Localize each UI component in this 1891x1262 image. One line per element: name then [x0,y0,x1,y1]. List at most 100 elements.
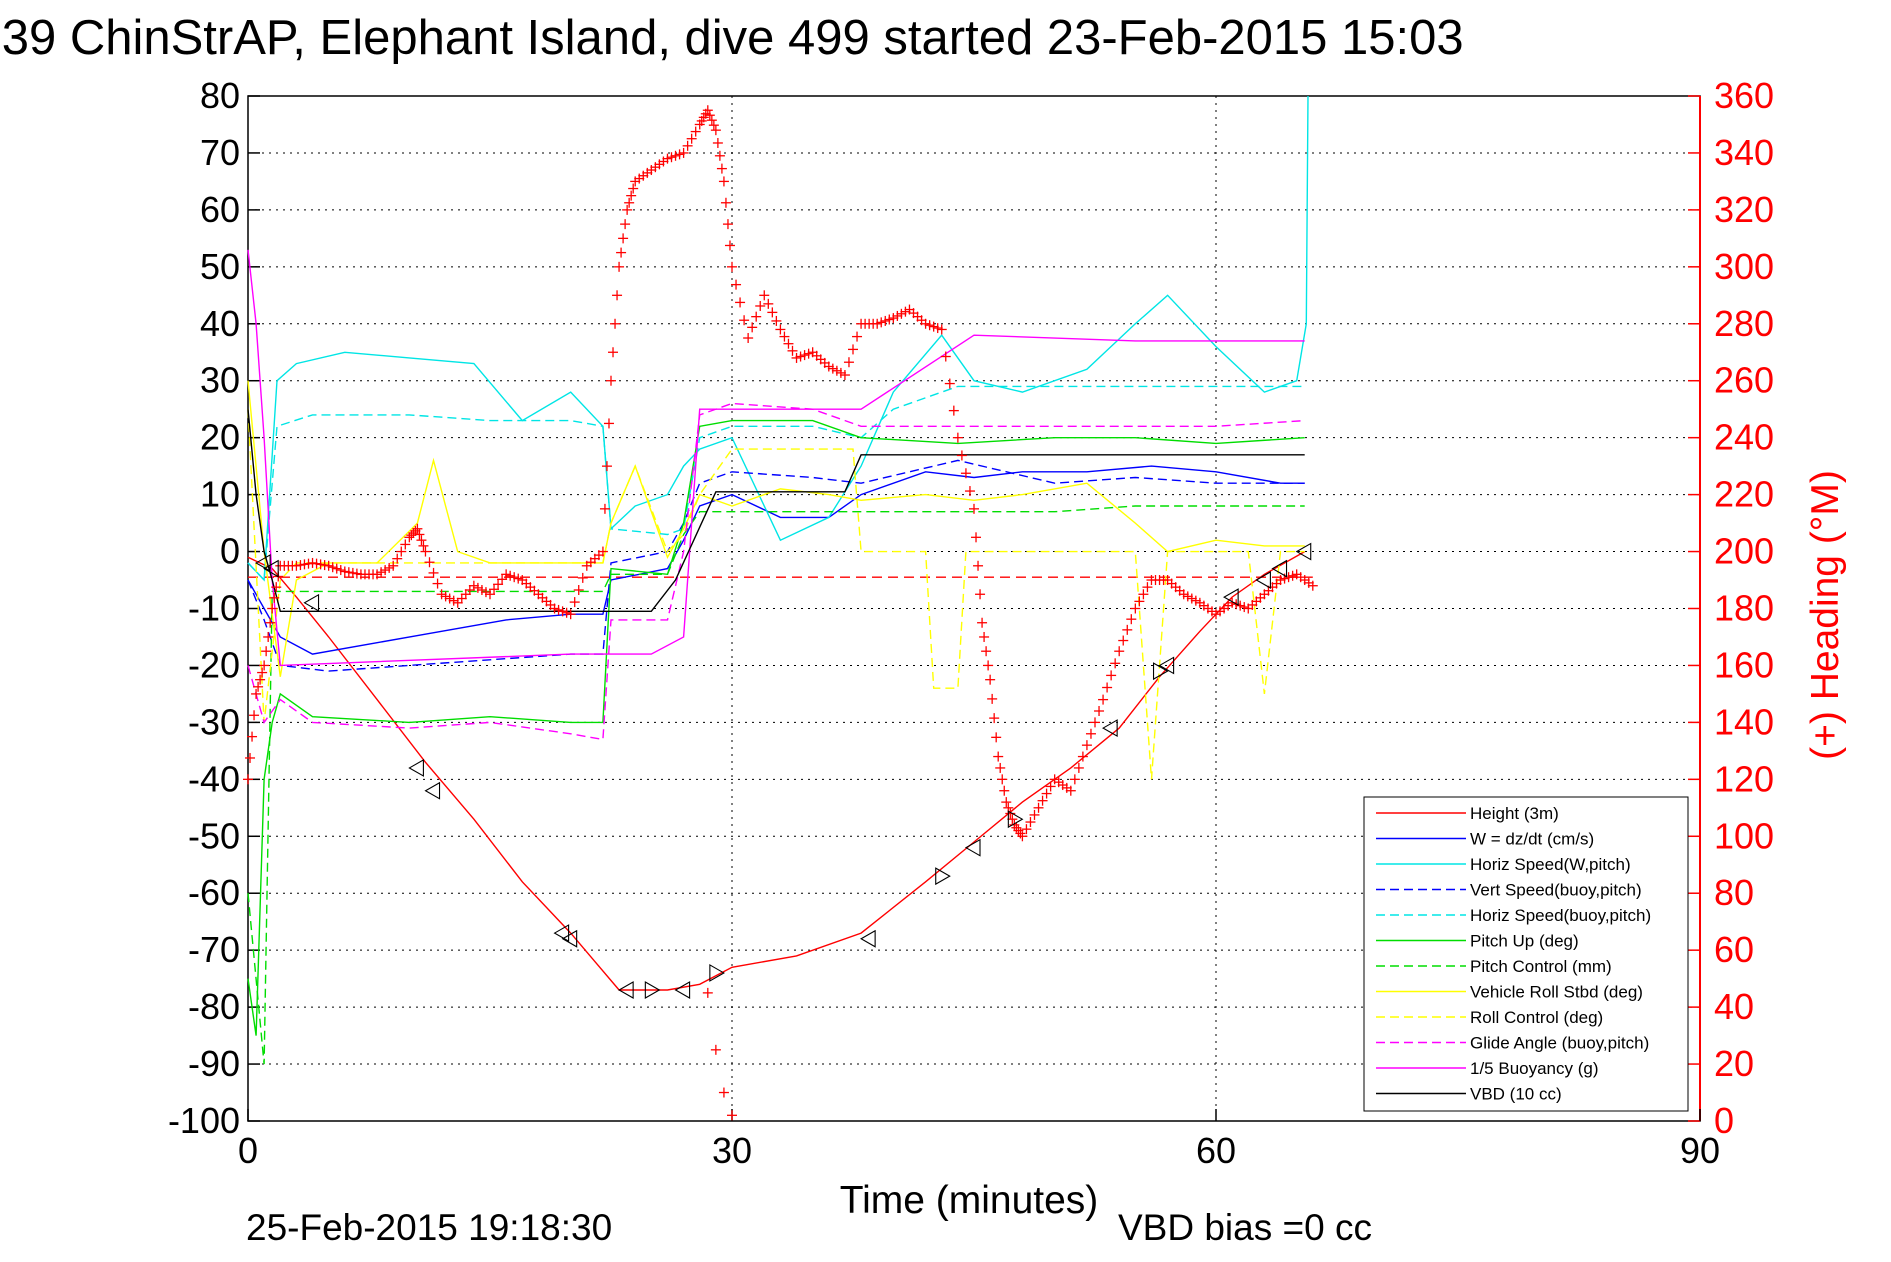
heading-point [971,532,982,543]
heading-point [616,247,627,258]
height-marker [255,553,271,572]
heading-point [1130,603,1141,614]
heading-point [1235,600,1246,611]
heading-point [323,560,334,571]
y-tick-label: 10 [200,474,240,515]
legend-label-0: Height (3m) [1470,804,1559,823]
heading-point [1190,595,1201,606]
heading-point [714,150,725,161]
heading-point [610,318,621,329]
heading-point [727,1110,737,1121]
height-marker [424,781,441,800]
heading-point [1186,593,1197,604]
series-line-7 [247,380,1305,677]
y2-tick-label: 160 [1714,644,1774,685]
y2-tick-label: 80 [1714,872,1754,913]
heading-point [735,297,746,308]
heading-point [722,219,733,230]
heading-point [485,589,495,600]
heading-point [295,560,306,571]
heading-point [628,183,639,194]
heading-point [271,582,282,593]
legend-label-1: W = dz/dt (cm/s) [1470,830,1594,849]
heading-point [406,530,417,541]
heading-point [989,713,1000,724]
heading-point [1081,740,1092,751]
legend-label-5: Pitch Up (deg) [1470,932,1579,951]
heading-point [787,345,798,356]
heading-point [456,593,467,604]
height-marker [1158,656,1175,675]
height-marker [964,838,981,857]
heading-point [969,503,979,514]
heading-point [601,461,612,472]
heading-point [771,315,782,326]
heading-point [464,584,475,595]
y-tick-label: 60 [200,189,240,230]
x-tick-label: 0 [238,1130,258,1171]
heading-point [920,318,931,329]
y-tick-label: -90 [188,1043,240,1084]
heading-point [388,560,399,571]
heading-point [476,584,487,595]
heading-point [247,731,258,742]
heading-point [985,674,996,685]
legend-label-8: Roll Control (deg) [1470,1008,1603,1027]
heading-point [1094,706,1105,716]
heading-point [418,540,429,551]
height-marker [1007,810,1024,829]
heading-point [614,261,625,272]
heading-point [553,604,564,615]
heading-point [347,567,358,578]
heading-point [884,314,895,325]
y2-axis-label: (+) Heading (°M) [1804,470,1847,760]
y2-tick-label: 140 [1714,701,1774,742]
heading-point [803,348,814,359]
height-marker [561,929,578,948]
heading-point [716,163,727,174]
heading-point [999,785,1010,796]
heading-point [1073,762,1084,773]
heading-point [995,762,1006,773]
heading-point [731,279,742,290]
heading-point [460,589,471,600]
y2-tick-label: 280 [1714,303,1774,344]
heading-point [327,562,338,573]
heading-point [343,567,354,578]
height-marker [263,559,279,578]
legend-label-10: 1/5 Buoyancy (g) [1470,1059,1599,1078]
y-axis-right: 3603403203002802602402202001801601401201… [1688,75,1774,1141]
y-tick-label: -20 [188,644,240,685]
heading-point [392,553,403,564]
heading-point [624,197,635,208]
heading-point [948,405,959,416]
heading-point [251,688,262,699]
series-line-0 [247,550,1306,991]
heading-point [396,546,407,557]
heading-point [1239,602,1250,613]
heading-point [932,323,943,334]
y-tick-label: -80 [188,986,240,1027]
height-marker [303,593,320,612]
heading-point [708,120,719,131]
heading-point [751,311,762,322]
legend-label-3: Vert Speed(buoy,pitch) [1470,881,1642,900]
heading-point [704,110,715,121]
heading-point [432,578,443,589]
heading-point [710,125,721,136]
heading-point [839,370,850,381]
heading-point [561,607,572,618]
y2-tick-label: 60 [1714,929,1754,970]
heading-point [848,344,858,355]
heading-point [779,331,790,342]
heading-point [991,732,1002,743]
heading-point [724,240,735,251]
legend-label-7: Vehicle Roll Stbd (deg) [1470,983,1643,1002]
heading-point [1142,582,1153,593]
heading-point [1114,646,1125,657]
heading-point [924,320,935,331]
heading-point [682,140,693,151]
heading-point [307,557,318,568]
heading-point [291,560,302,571]
